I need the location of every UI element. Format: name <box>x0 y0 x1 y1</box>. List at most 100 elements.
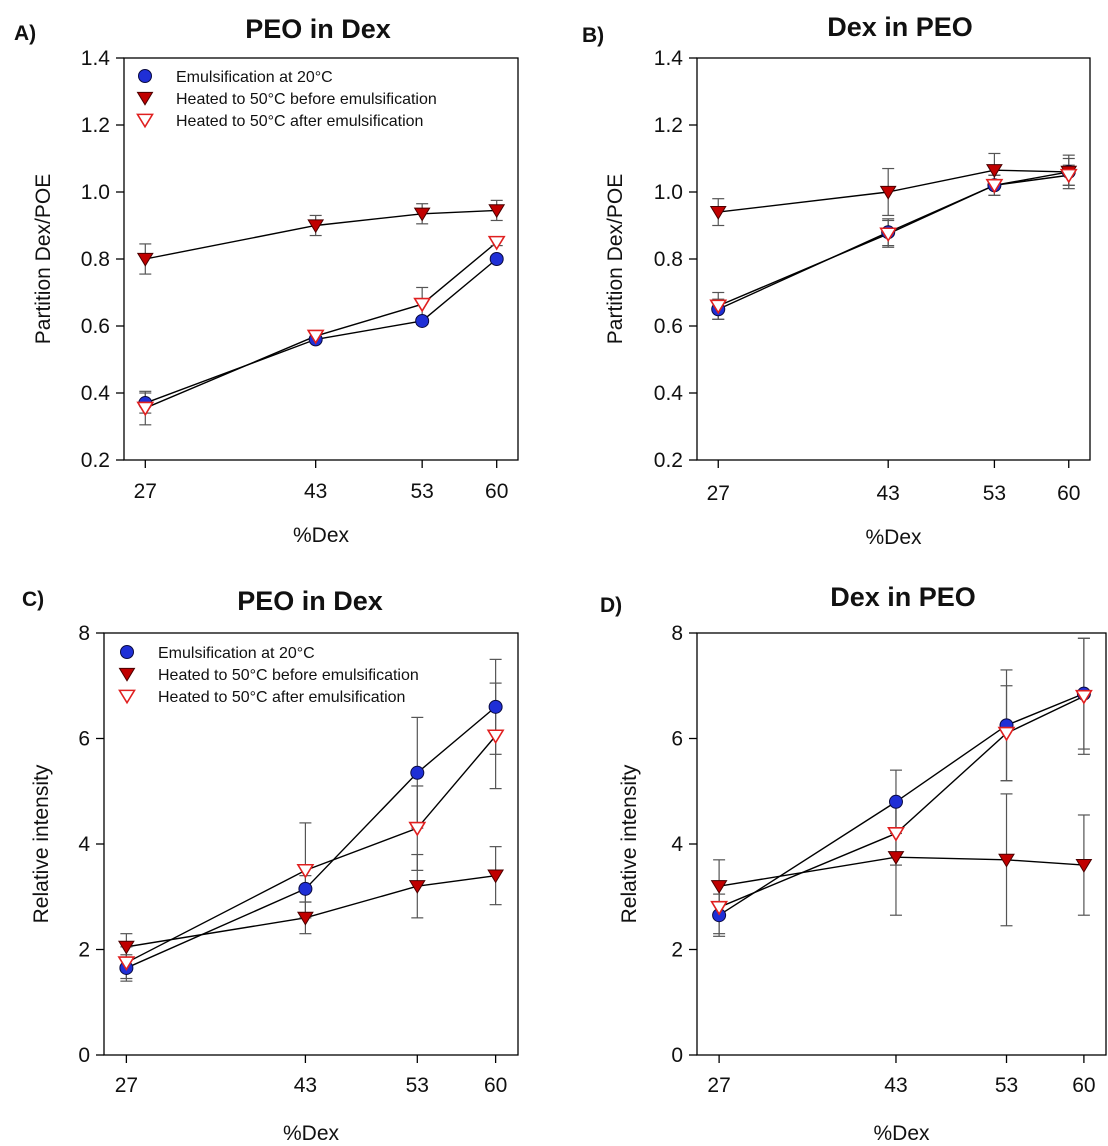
series-line <box>126 735 497 964</box>
y-tick-label: 1.4 <box>81 47 111 70</box>
y-tick-label: 0 <box>671 1044 683 1067</box>
y-tick-label: 1.0 <box>81 181 110 204</box>
series-2-points <box>710 851 1093 894</box>
legend-label: Emulsification at 20°C <box>158 645 315 662</box>
y-tick-label: 1.4 <box>654 47 684 70</box>
y-tick-label: 1.2 <box>654 114 683 137</box>
series-line <box>717 171 1069 310</box>
series-3-points <box>117 729 505 971</box>
x-axis-label: %Dex <box>293 524 350 547</box>
legend-label: Heated to 50°C before emulsification <box>176 91 437 108</box>
legend: Emulsification at 20°C Heated to 50°C bef… <box>118 645 419 706</box>
series-2 <box>126 874 496 948</box>
x-tick-label: 27 <box>134 480 157 503</box>
x-tick-label: 27 <box>115 1074 138 1097</box>
y-tick-label: 0.6 <box>654 315 683 338</box>
y-tick-label: 8 <box>78 622 90 645</box>
y-axis-label: Partition Dex/POE <box>32 174 55 344</box>
x-tick-label: 60 <box>1072 1074 1095 1097</box>
series-2-points <box>136 204 506 267</box>
y-tick-label: 0.8 <box>81 248 110 271</box>
data-point <box>1075 858 1093 873</box>
series-1 <box>717 171 1069 310</box>
x-tick-label: 60 <box>1057 482 1080 505</box>
data-point <box>986 164 1003 178</box>
data-point <box>306 329 325 345</box>
data-point <box>997 726 1016 742</box>
data-point <box>298 881 313 896</box>
series-2-errorbars <box>713 793 1090 927</box>
legend-label: Heated to 50°C after emulsification <box>158 689 405 706</box>
data-point <box>413 207 431 222</box>
legend-label: Emulsification at 20°C <box>176 69 333 86</box>
panel-letter: A) <box>14 22 36 45</box>
series-line <box>145 241 498 409</box>
chart-title: PEO in Dex <box>245 14 391 44</box>
x-tick-label: 43 <box>877 482 900 505</box>
data-point <box>709 299 728 315</box>
series-2 <box>718 169 1069 213</box>
x-tick-label: 27 <box>707 1074 730 1097</box>
x-tick-label: 53 <box>406 1074 429 1097</box>
series-line <box>718 695 1085 908</box>
series-2 <box>145 209 497 260</box>
data-point <box>487 869 505 884</box>
y-tick-label: 0.2 <box>81 449 110 472</box>
data-point <box>488 699 503 714</box>
y-tick-label: 1.0 <box>654 181 683 204</box>
data-point <box>1074 689 1093 705</box>
x-tick-label: 53 <box>410 480 433 503</box>
series-line <box>145 209 497 260</box>
series-line <box>126 706 497 969</box>
data-point <box>486 729 505 745</box>
y-tick-label: 0.4 <box>654 382 684 405</box>
series-3-errorbars <box>713 637 1090 935</box>
y-axis-label: Partition Dex/POE <box>604 174 627 344</box>
y-tick-label: 0.8 <box>654 248 683 271</box>
series-3 <box>717 174 1069 307</box>
panel-letter: C) <box>22 588 44 611</box>
x-tick-label: 27 <box>707 482 730 505</box>
panel-letter: B) <box>582 24 604 47</box>
data-point <box>136 252 154 267</box>
legend-label: Heated to 50°C after emulsification <box>176 113 423 130</box>
data-point <box>887 827 905 842</box>
data-point <box>985 178 1004 194</box>
x-tick-label: 60 <box>485 480 508 503</box>
x-axis-label: %Dex <box>283 1122 340 1145</box>
plot-frame <box>696 57 1091 461</box>
y-tick-label: 4 <box>78 833 90 856</box>
legend-marker <box>138 69 152 83</box>
data-point <box>879 185 897 200</box>
data-point <box>408 880 426 894</box>
y-tick-label: 1.2 <box>81 114 110 137</box>
plot-frame <box>696 632 1107 1056</box>
series-2-points <box>709 164 1078 220</box>
series-1-errorbars <box>712 154 1075 320</box>
data-point <box>998 853 1015 868</box>
y-axis-label: Relative intensity <box>30 764 53 923</box>
series-3 <box>145 241 498 409</box>
chart-title: Dex in PEO <box>827 12 973 42</box>
y-tick-label: 6 <box>78 728 90 751</box>
data-point <box>117 956 136 971</box>
series-2-errorbars <box>120 846 502 961</box>
y-tick-label: 0 <box>78 1044 90 1067</box>
series-line <box>718 693 1085 916</box>
x-tick-label: 43 <box>304 480 327 503</box>
series-1 <box>145 258 498 404</box>
y-tick-label: 2 <box>671 939 683 962</box>
y-tick-label: 2 <box>78 939 90 962</box>
legend-marker <box>118 667 136 682</box>
y-tick-label: 8 <box>671 622 683 645</box>
data-point <box>709 205 727 220</box>
series-1 <box>126 706 497 969</box>
x-tick-label: 53 <box>995 1074 1018 1097</box>
data-point <box>136 401 155 417</box>
series-line <box>717 174 1069 307</box>
series-line <box>145 258 498 404</box>
data-point <box>710 880 728 894</box>
data-point <box>489 252 504 266</box>
series-3-points <box>136 235 506 417</box>
